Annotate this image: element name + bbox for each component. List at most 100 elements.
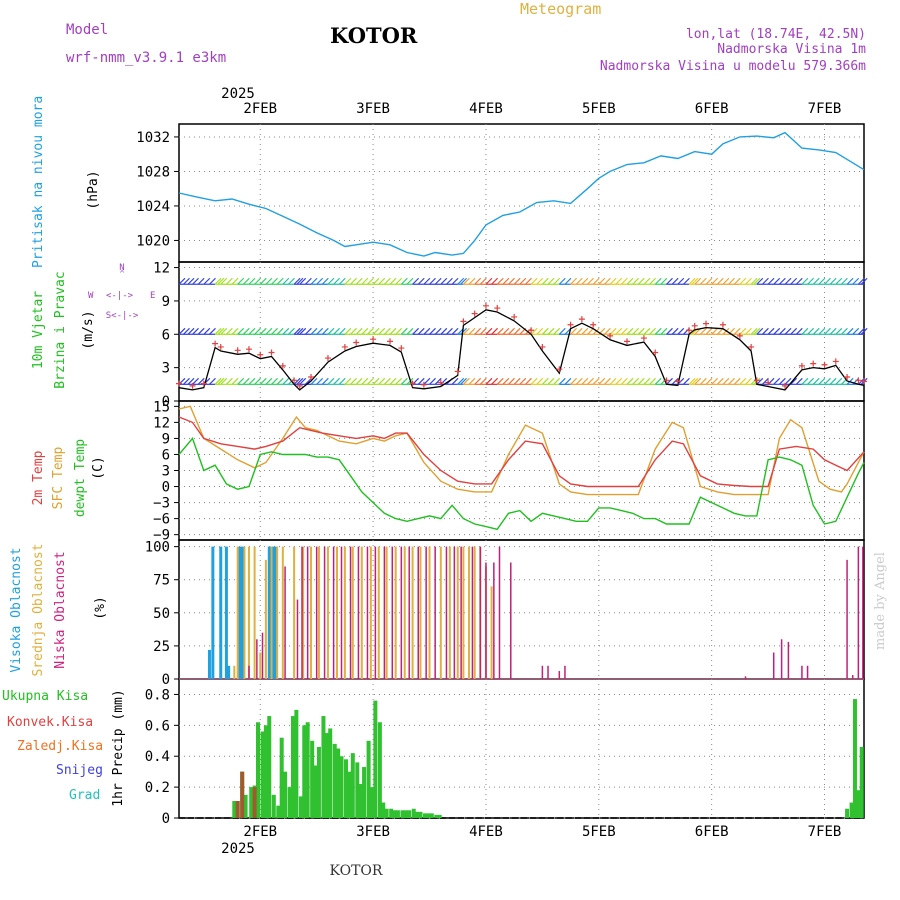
wind-unit: (m/s): [81, 310, 96, 349]
wind-barb: [378, 277, 386, 285]
wind-barb: [496, 377, 504, 385]
wind-barb: [626, 327, 634, 335]
convective-bar: [240, 771, 245, 818]
wind-barb: [547, 327, 555, 335]
wind-barb: [192, 277, 199, 285]
wind-barb: [609, 377, 617, 385]
wind-barb: [784, 277, 792, 285]
wind-barb: [183, 377, 190, 385]
wind-barb: [406, 327, 414, 335]
wind-barb: [237, 377, 245, 385]
wind-barb: [753, 327, 761, 335]
wind-barb: [451, 377, 459, 385]
wind-barb: [383, 327, 391, 335]
wind-barb: [620, 327, 628, 335]
wind-barb: [293, 377, 301, 385]
precip-bar: [362, 767, 367, 818]
wind-barb: [485, 377, 493, 385]
wind-barb: [547, 377, 555, 385]
wind-barb: [728, 377, 736, 385]
wind-gust-marker: [398, 345, 405, 352]
wind-barb: [790, 277, 798, 285]
wind-barb: [209, 327, 216, 335]
wind-barb: [440, 327, 448, 335]
wind-barb: [451, 277, 459, 285]
wind-barb: [451, 327, 459, 335]
wind-barb: [485, 277, 493, 285]
wind-barb: [265, 327, 273, 335]
wind-barb: [187, 277, 195, 285]
wind-barb: [745, 277, 752, 285]
y-tick-label: 0: [162, 480, 170, 496]
wind-barb: [423, 327, 431, 335]
wind-gust-marker: [567, 321, 574, 328]
model-label: Model: [66, 22, 108, 38]
x-tick-label-top: 5FEB: [582, 101, 616, 117]
wind-barb: [271, 327, 278, 335]
wind-barb: [237, 327, 245, 335]
wind-barb: [541, 277, 549, 285]
wind-barb: [457, 277, 465, 285]
wind-barb: [750, 327, 758, 335]
precip-bar: [276, 805, 281, 818]
wind-barb: [860, 277, 868, 285]
wind-barb: [491, 277, 499, 285]
wind-barb: [835, 277, 843, 285]
wind-barb: [282, 277, 290, 285]
wind-barb: [739, 277, 747, 285]
wind-barb: [350, 377, 357, 385]
wind-barb: [214, 277, 222, 285]
wind-barb: [753, 277, 761, 285]
wind-gust-marker: [217, 343, 224, 350]
wind-barb: [217, 327, 225, 335]
precip-bar: [316, 746, 321, 818]
wind-gust-marker: [652, 349, 659, 356]
wind-barb: [790, 377, 798, 385]
wind-speed-line: [178, 309, 865, 391]
meteogram-title: Meteogram: [520, 0, 601, 18]
legend-hail: Grad: [69, 788, 100, 803]
wind-barb: [321, 277, 329, 285]
wind-barb: [699, 327, 707, 335]
wind-barb: [178, 277, 186, 285]
wind-gust-marker: [640, 335, 647, 342]
wind-barb: [406, 277, 414, 285]
wind-gust-marker: [176, 380, 182, 387]
y-tick-label: 15: [153, 399, 170, 415]
wind-barb: [361, 277, 369, 285]
wind-barb: [316, 277, 324, 285]
wind-barb: [502, 377, 510, 385]
wind-barb: [491, 377, 499, 385]
precip-bar: [403, 810, 408, 818]
wind-barb: [479, 277, 487, 285]
wind-barb: [604, 377, 611, 385]
wind-barb: [485, 327, 493, 335]
wind-gust-marker: [471, 310, 478, 317]
wind-barb: [217, 377, 225, 385]
x-tick-label-bottom: 7FEB: [808, 824, 842, 840]
wind-barb: [355, 327, 363, 335]
x-tick-label-bottom: 2FEB: [243, 824, 277, 840]
wind-barb: [242, 277, 250, 285]
wind-barb: [525, 327, 532, 335]
wind-gust-marker: [212, 340, 219, 347]
compass-e: E: [150, 291, 155, 301]
y-tick-label: 50: [153, 606, 170, 622]
wind-gust-marker: [370, 336, 377, 343]
precip-bar: [350, 753, 355, 818]
top-year-label: 2025: [221, 86, 255, 102]
wind-barb: [203, 327, 211, 335]
wind-barb: [400, 327, 408, 335]
footer-city: KOTOR: [330, 863, 383, 879]
wind-barb: [705, 327, 713, 335]
wind-barb: [214, 327, 222, 335]
wind-gust-marker: [245, 346, 252, 353]
wind-gust-marker: [234, 347, 241, 354]
y-tick-label: 100: [145, 540, 170, 556]
wind-barb: [434, 377, 442, 385]
wind-barb: [344, 377, 352, 385]
wind-barb: [699, 377, 707, 385]
wind-barb: [468, 377, 476, 385]
wind-barb: [460, 327, 467, 335]
wind-barb: [242, 377, 250, 385]
